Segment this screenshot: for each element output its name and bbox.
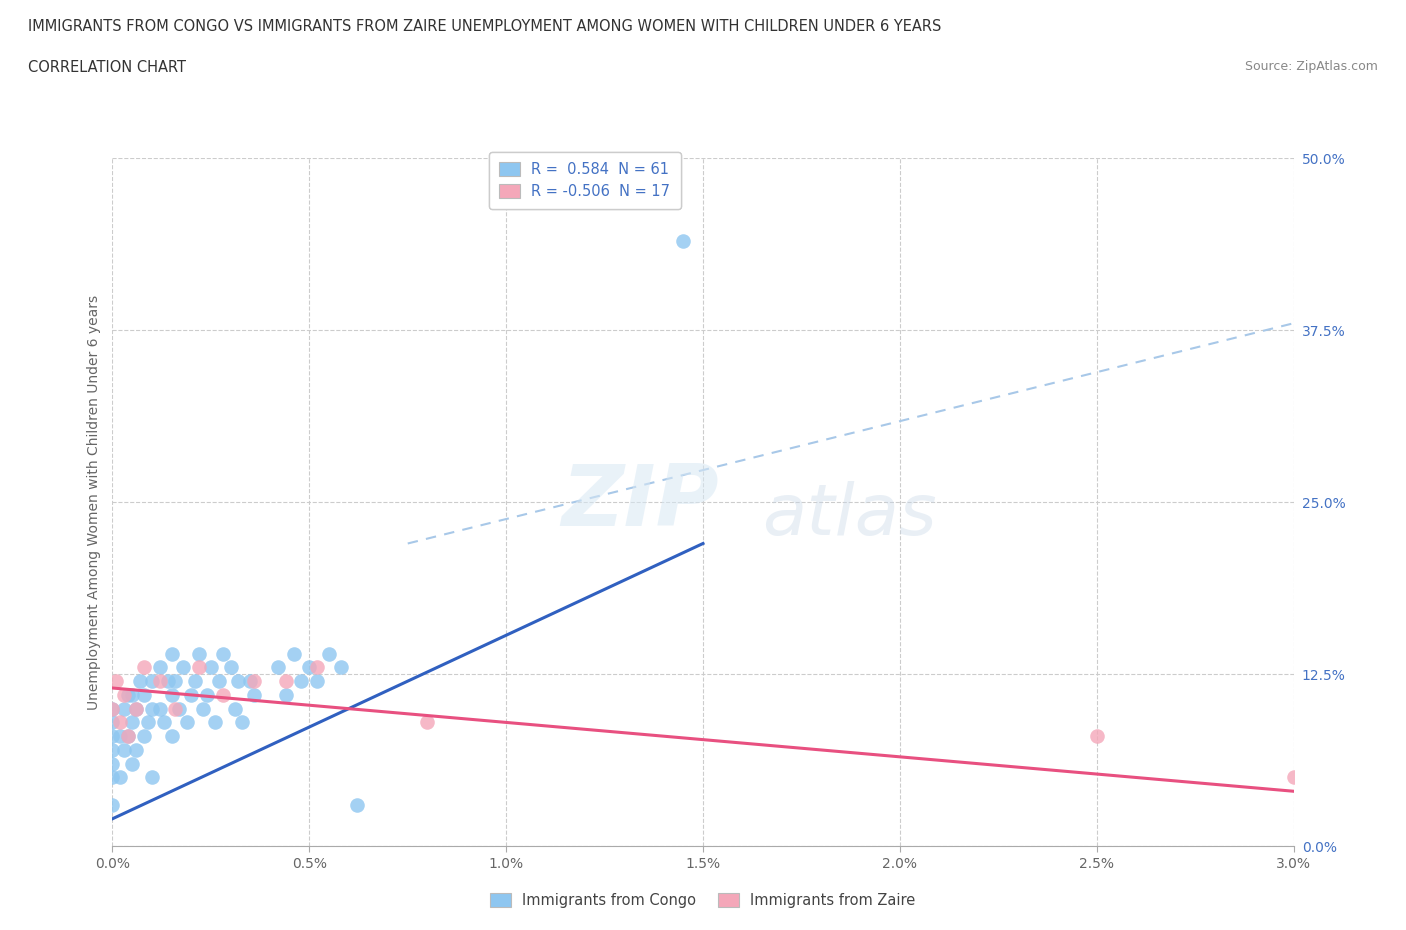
Point <box>141 770 163 785</box>
Point <box>274 673 297 688</box>
Point <box>208 673 231 688</box>
Point <box>156 673 179 688</box>
Point <box>101 798 124 813</box>
Point <box>101 715 124 730</box>
Point <box>101 701 124 716</box>
Point <box>239 673 262 688</box>
Point <box>132 687 155 702</box>
Point <box>149 660 172 675</box>
Point <box>101 756 124 771</box>
Point <box>219 660 242 675</box>
Text: IMMIGRANTS FROM CONGO VS IMMIGRANTS FROM ZAIRE UNEMPLOYMENT AMONG WOMEN WITH CHI: IMMIGRANTS FROM CONGO VS IMMIGRANTS FROM… <box>28 19 942 33</box>
Point <box>112 742 135 757</box>
Point <box>132 660 155 675</box>
Point <box>165 673 187 688</box>
Point <box>110 715 132 730</box>
Point <box>267 660 290 675</box>
Point <box>160 687 183 702</box>
Point <box>184 673 207 688</box>
Legend: R =  0.584  N = 61, R = -0.506  N = 17: R = 0.584 N = 61, R = -0.506 N = 17 <box>489 152 681 209</box>
Point <box>125 701 148 716</box>
Point <box>1282 770 1305 785</box>
Point <box>204 715 226 730</box>
Y-axis label: Unemployment Among Women with Children Under 6 years: Unemployment Among Women with Children U… <box>87 295 101 710</box>
Point <box>101 701 124 716</box>
Point <box>329 660 352 675</box>
Point <box>169 701 191 716</box>
Point <box>141 673 163 688</box>
Point <box>200 660 222 675</box>
Point <box>160 646 183 661</box>
Point <box>318 646 340 661</box>
Point <box>243 673 266 688</box>
Point <box>141 701 163 716</box>
Point <box>132 729 155 744</box>
Point <box>101 742 124 757</box>
Point <box>243 687 266 702</box>
Point <box>228 673 250 688</box>
Point <box>188 660 211 675</box>
Point <box>346 798 368 813</box>
Point <box>101 770 124 785</box>
Point <box>211 687 233 702</box>
Point <box>112 687 135 702</box>
Point <box>117 687 139 702</box>
Text: atlas: atlas <box>762 482 936 551</box>
Text: Source: ZipAtlas.com: Source: ZipAtlas.com <box>1244 60 1378 73</box>
Point <box>110 729 132 744</box>
Point <box>290 673 312 688</box>
Point <box>105 673 128 688</box>
Point <box>125 742 148 757</box>
Text: ZIP: ZIP <box>561 460 718 544</box>
Point <box>149 673 172 688</box>
Point <box>117 729 139 744</box>
Point <box>149 701 172 716</box>
Point <box>152 715 174 730</box>
Point <box>136 715 159 730</box>
Point <box>416 715 439 730</box>
Point <box>298 660 321 675</box>
Point <box>211 646 233 661</box>
Text: CORRELATION CHART: CORRELATION CHART <box>28 60 186 75</box>
Point <box>180 687 202 702</box>
Point <box>125 701 148 716</box>
Point <box>307 660 329 675</box>
Point <box>307 673 329 688</box>
Point <box>191 701 214 716</box>
Point <box>274 687 297 702</box>
Point <box>129 673 152 688</box>
Point <box>160 729 183 744</box>
Point <box>195 687 218 702</box>
Point <box>101 729 124 744</box>
Point <box>117 729 139 744</box>
Point <box>172 660 194 675</box>
Point <box>283 646 305 661</box>
Point <box>188 646 211 661</box>
Point <box>112 701 135 716</box>
Point <box>672 233 695 248</box>
Point <box>121 687 143 702</box>
Point <box>121 715 143 730</box>
Point <box>165 701 187 716</box>
Point <box>121 756 143 771</box>
Point <box>231 715 253 730</box>
Point <box>176 715 198 730</box>
Point <box>224 701 246 716</box>
Point <box>110 770 132 785</box>
Point <box>1085 729 1108 744</box>
Legend: Immigrants from Congo, Immigrants from Zaire: Immigrants from Congo, Immigrants from Z… <box>479 883 927 918</box>
